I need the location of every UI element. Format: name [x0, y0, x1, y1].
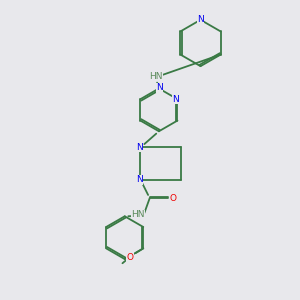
Text: HN: HN: [131, 210, 145, 219]
Text: N: N: [172, 95, 179, 104]
Text: N: N: [136, 142, 143, 152]
Text: HN: HN: [149, 72, 163, 81]
Text: O: O: [170, 194, 177, 203]
Text: O: O: [126, 253, 133, 262]
Text: N: N: [136, 175, 143, 184]
Text: N: N: [197, 15, 204, 24]
Text: N: N: [156, 83, 163, 92]
